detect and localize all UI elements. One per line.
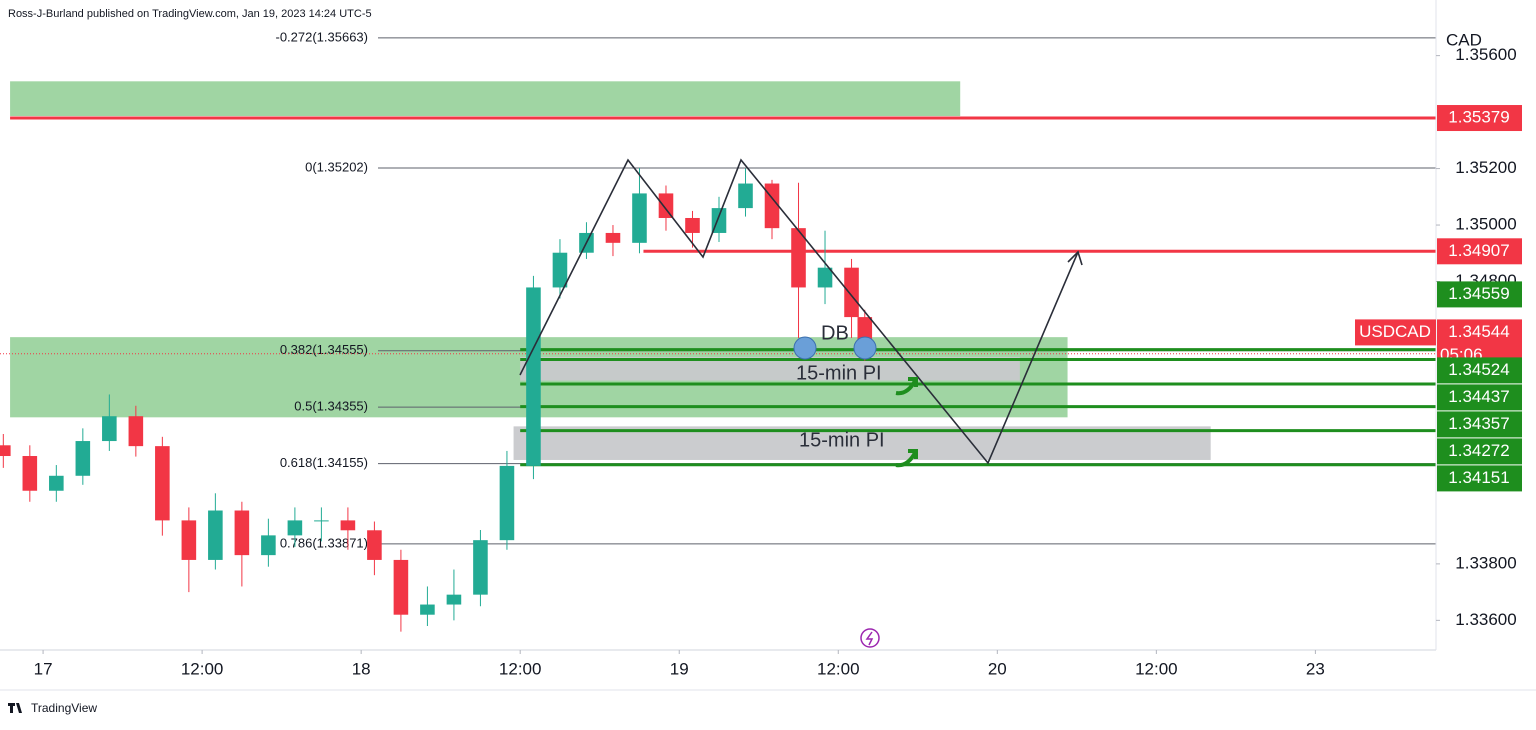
level-label: 1.34437 xyxy=(1448,387,1509,406)
x-tick-label: 17 xyxy=(34,659,53,678)
candle-body xyxy=(420,604,435,615)
level-label: 1.34907 xyxy=(1448,241,1509,260)
candle-body xyxy=(605,232,621,243)
candle-body xyxy=(340,520,356,531)
x-tick-label: 12:00 xyxy=(499,659,542,678)
price-label-box xyxy=(1437,238,1522,265)
candle-body xyxy=(393,559,409,615)
level-label: 1.34559 xyxy=(1448,284,1509,303)
brand: TradingView xyxy=(31,701,97,715)
candle-body xyxy=(75,441,91,476)
x-tick-label: 12:00 xyxy=(817,659,860,678)
candle-body xyxy=(181,520,197,560)
annotation: 15-min PI xyxy=(799,429,885,451)
zone xyxy=(10,81,961,117)
db-marker xyxy=(793,336,817,360)
annotation: 15-min PI xyxy=(796,362,882,384)
candle-body xyxy=(261,535,276,556)
axes: 1.356001.352001.350001.348001.338001.336… xyxy=(34,45,1517,678)
x-tick-label: 23 xyxy=(1306,659,1325,678)
y-tick-label: 1.33600 xyxy=(1455,610,1516,629)
level-label: 1.34524 xyxy=(1448,360,1509,379)
fib-label: -0.272(1.35663) xyxy=(275,29,368,44)
candle-body xyxy=(234,510,250,556)
x-tick-label: 12:00 xyxy=(181,659,224,678)
price-label-box xyxy=(1437,438,1522,465)
candle-body xyxy=(658,193,674,218)
level-label: 1.35379 xyxy=(1448,108,1509,127)
fib-label: 0.618(1.34155) xyxy=(280,455,368,470)
x-tick-label: 18 xyxy=(352,659,371,678)
last-price-label: 1.34544 xyxy=(1448,322,1509,341)
zones xyxy=(10,81,1211,460)
candle-body xyxy=(128,416,144,447)
event-icon xyxy=(860,628,880,648)
candle-body xyxy=(49,475,64,491)
candle-body xyxy=(102,416,117,442)
y-tick-label: 1.35600 xyxy=(1455,45,1516,64)
level-label: 1.34357 xyxy=(1448,414,1509,433)
curved-arrow xyxy=(895,377,918,396)
candles xyxy=(0,168,873,632)
currency: CAD xyxy=(1446,30,1482,49)
price-labels: 1.353791.349071.345591.3454405:06USDCAD1… xyxy=(1355,105,1522,492)
x-tick-label: 20 xyxy=(988,659,1007,678)
fib-label: 0(1.35202) xyxy=(305,159,368,174)
zone xyxy=(520,356,1020,381)
price-label-box xyxy=(1437,384,1522,411)
y-tick-label: 1.35000 xyxy=(1455,215,1516,234)
pattern-drawing xyxy=(519,158,1079,465)
candle-body xyxy=(526,287,541,466)
fib-label: 0.5(1.34355) xyxy=(294,399,368,414)
candle-body xyxy=(287,520,303,536)
candle-body xyxy=(367,530,382,560)
candle-body xyxy=(208,510,223,560)
level-label: 1.34272 xyxy=(1448,441,1509,460)
level-lines: -0.272(1.35663) 0(1.35202) 0.382(1.34555) 0… xyxy=(0,29,1436,550)
symbol-label: USDCAD xyxy=(1359,322,1431,341)
candle-body xyxy=(499,465,515,541)
candle-body xyxy=(844,267,859,318)
candle-body xyxy=(738,183,753,209)
curved-arrow xyxy=(895,449,918,468)
price-label-box xyxy=(1437,357,1522,384)
candle-body xyxy=(473,540,488,595)
db-marker xyxy=(853,336,877,360)
candle-body xyxy=(22,456,38,491)
candle-body xyxy=(552,252,568,288)
candle-body xyxy=(632,193,647,243)
candle-body xyxy=(764,183,780,229)
candle-body xyxy=(446,594,462,605)
candle-body xyxy=(817,267,833,288)
fib-label: 0.786(1.33871) xyxy=(280,535,368,550)
event-icon-bolt xyxy=(865,631,874,646)
candle-body xyxy=(685,217,700,233)
candle-body xyxy=(0,445,11,457)
candle-body xyxy=(791,228,806,288)
arrow-head xyxy=(1067,250,1083,266)
x-tick-label: 19 xyxy=(670,659,689,678)
symbol-box xyxy=(1355,319,1436,346)
x-tick-label: 12:00 xyxy=(1135,659,1178,678)
price-label-box xyxy=(1437,465,1522,492)
annotation: DB xyxy=(821,322,849,344)
price-label-box xyxy=(1437,411,1522,438)
logo xyxy=(8,703,22,713)
y-tick-label: 1.33800 xyxy=(1455,553,1516,572)
fib-label: 0.382(1.34555) xyxy=(280,342,368,357)
price-label-box xyxy=(1437,281,1522,308)
price-label-box xyxy=(1437,105,1522,132)
level-label: 1.34151 xyxy=(1448,468,1509,487)
attribution: Ross-J-Burland published on TradingView.… xyxy=(8,8,372,20)
candle-body xyxy=(155,446,170,521)
candle-body xyxy=(314,520,329,522)
y-tick-label: 1.35200 xyxy=(1455,158,1516,177)
